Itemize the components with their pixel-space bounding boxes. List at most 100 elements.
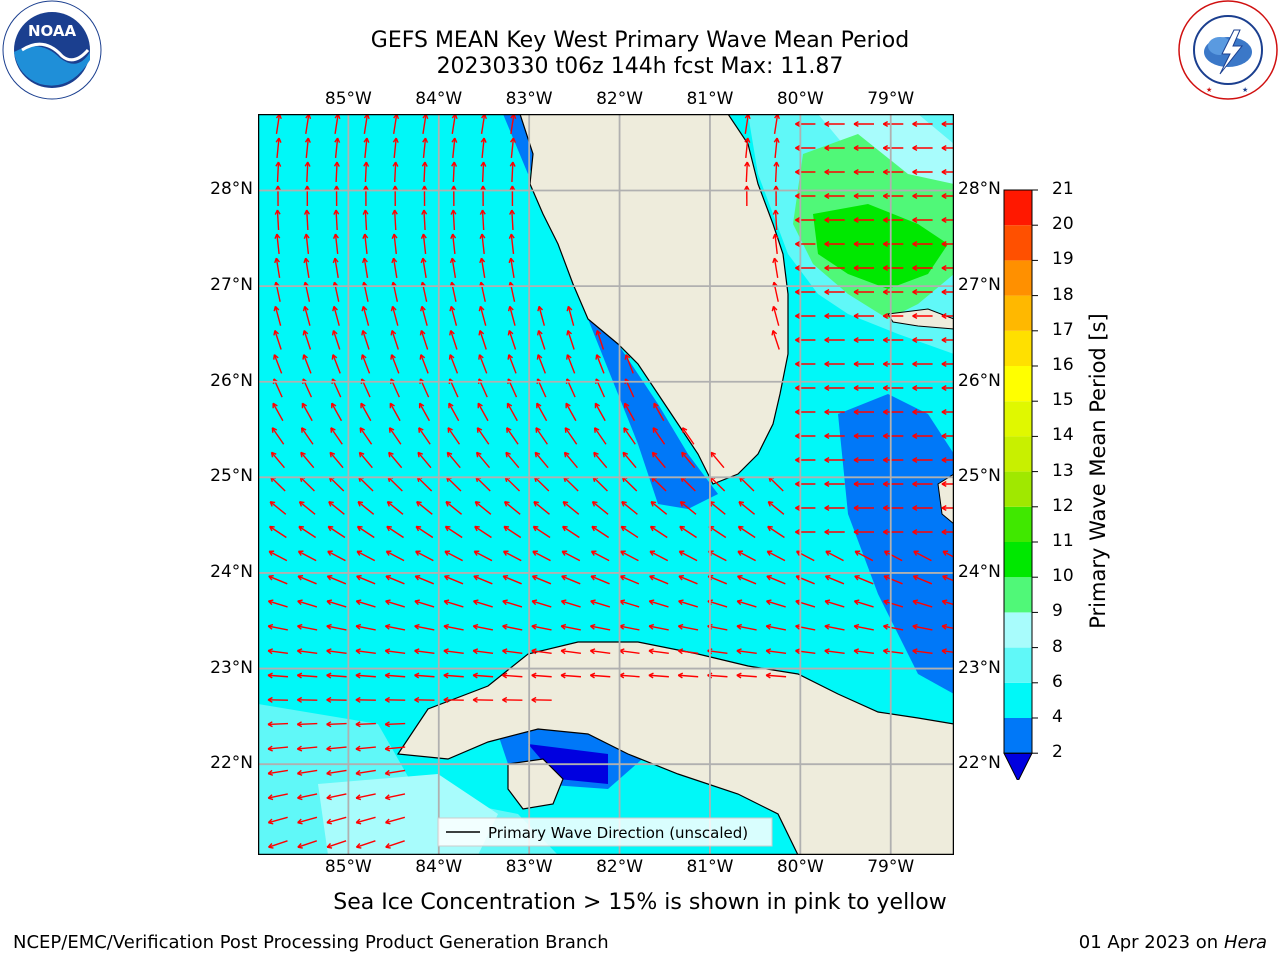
wave-arrow-head <box>414 623 420 630</box>
wave-arrow-head <box>327 525 334 532</box>
wave-arrow-head <box>795 528 801 536</box>
wave-arrow-head <box>384 721 390 728</box>
wave-arrow-head <box>853 192 859 200</box>
wave-arrow-shaft <box>385 816 406 824</box>
noaa-logo: NOAA <box>2 0 102 100</box>
wave-arrow-head <box>537 305 544 312</box>
lon-label-bottom: 85°W <box>324 857 372 877</box>
wave-arrow-shaft <box>274 330 282 350</box>
wave-arrow-head <box>853 456 859 464</box>
wave-arrow-shaft <box>707 649 728 655</box>
wave-arrow-shaft <box>329 451 344 469</box>
wave-arrow-head <box>941 240 947 248</box>
wave-arrow-head <box>795 336 801 344</box>
wave-arrow-head <box>356 550 363 556</box>
colorbar-segment <box>1004 612 1032 648</box>
wave-arrow-head <box>267 672 273 679</box>
wave-arrow-head <box>824 528 830 536</box>
wave-arrow-shaft <box>854 625 874 631</box>
wave-arrow-shaft <box>452 233 456 255</box>
wave-arrow-shaft <box>508 354 517 374</box>
wave-arrow-head <box>421 161 428 167</box>
wave-arrow-shaft <box>590 674 611 678</box>
wave-arrow-head <box>531 696 537 703</box>
wave-arrow-head <box>941 192 947 200</box>
wave-arrow-shaft <box>267 746 289 750</box>
wave-arrow-head <box>507 329 514 336</box>
wave-arrow-head <box>767 525 773 532</box>
wave-arrow-shaft <box>825 550 844 562</box>
wave-arrow-head <box>766 550 773 556</box>
wave-arrow-shaft <box>334 137 339 159</box>
wave-arrow-shaft <box>421 306 428 326</box>
wave-arrow-head <box>331 329 338 336</box>
wave-arrow-shaft <box>268 793 288 799</box>
wave-arrow-head <box>795 648 801 655</box>
wave-arrow-shaft <box>854 600 874 608</box>
wave-arrow-head <box>912 192 918 200</box>
wave-arrow-shaft <box>678 674 699 678</box>
wave-arrow-shaft <box>423 161 426 183</box>
wave-arrow-shaft <box>619 674 640 678</box>
wave-arrow-head <box>300 427 307 433</box>
wave-arrow-head <box>795 216 801 224</box>
wave-arrow-head <box>678 550 685 556</box>
wave-arrow-head <box>824 144 830 152</box>
wave-arrow-head <box>391 209 398 215</box>
wave-arrow-shaft <box>534 451 549 469</box>
wave-arrow-head <box>853 336 859 344</box>
wave-arrow-shaft <box>306 161 309 183</box>
colorbar <box>1003 189 1038 780</box>
wave-arrow-head <box>414 648 420 655</box>
wave-arrow-head <box>275 137 282 143</box>
wave-arrow-head <box>824 574 831 581</box>
wave-arrow-shaft <box>502 600 523 608</box>
wave-arrow-shaft <box>648 625 669 631</box>
wave-arrow-shaft <box>297 600 318 608</box>
wave-arrow-head <box>273 329 279 336</box>
wave-arrow-shaft <box>443 649 464 655</box>
wave-arrow-head <box>362 209 369 215</box>
wave-arrow-head <box>941 144 947 152</box>
wave-arrow-head <box>795 168 801 176</box>
wave-arrow-head <box>590 599 596 606</box>
wave-arrow-head <box>649 525 656 532</box>
wave-arrow-head <box>355 672 361 679</box>
wave-arrow-shaft <box>537 354 546 374</box>
wave-arrow-shaft <box>745 137 749 159</box>
wave-arrow-head <box>678 574 684 581</box>
wave-arrow-shaft <box>357 501 375 515</box>
wave-arrow-shaft <box>449 354 459 374</box>
wave-arrow-head <box>882 432 889 440</box>
wave-arrow-head <box>912 648 918 655</box>
wave-arrow-head <box>509 137 516 143</box>
wave-arrow-head <box>710 451 716 458</box>
colorbar-level-label: 18 <box>1052 284 1074 305</box>
wave-arrow-shaft <box>305 137 309 159</box>
wave-arrow-shaft <box>391 330 399 350</box>
wave-arrow-shaft <box>533 501 550 515</box>
wave-arrow-shaft <box>562 525 580 539</box>
wave-arrow-head <box>882 336 889 344</box>
wave-arrow-head <box>332 257 339 264</box>
wave-arrow-head <box>912 288 918 296</box>
wave-arrow-shaft <box>795 600 816 608</box>
wave-arrow-shaft <box>416 501 433 515</box>
wave-arrow-shaft <box>508 330 517 350</box>
wave-arrow-shaft <box>481 137 485 159</box>
wave-arrow-head <box>449 305 456 312</box>
lat-label-right: 27°N <box>958 275 1001 296</box>
wave-arrow-head <box>882 504 889 512</box>
colorbar-segment <box>1004 682 1032 718</box>
wave-arrow-shaft <box>590 625 611 631</box>
wave-arrow-head <box>824 336 830 344</box>
wave-arrow-shaft <box>297 793 318 799</box>
wave-arrow-shaft <box>326 625 347 631</box>
wave-arrow-shaft <box>506 427 519 445</box>
wave-arrow-head <box>389 402 395 409</box>
wave-arrow-head <box>653 402 659 409</box>
wave-arrow-shaft <box>335 161 338 183</box>
wave-arrow-head <box>882 528 889 536</box>
wave-arrow-head <box>882 360 889 368</box>
wave-arrow-shaft <box>532 525 551 539</box>
